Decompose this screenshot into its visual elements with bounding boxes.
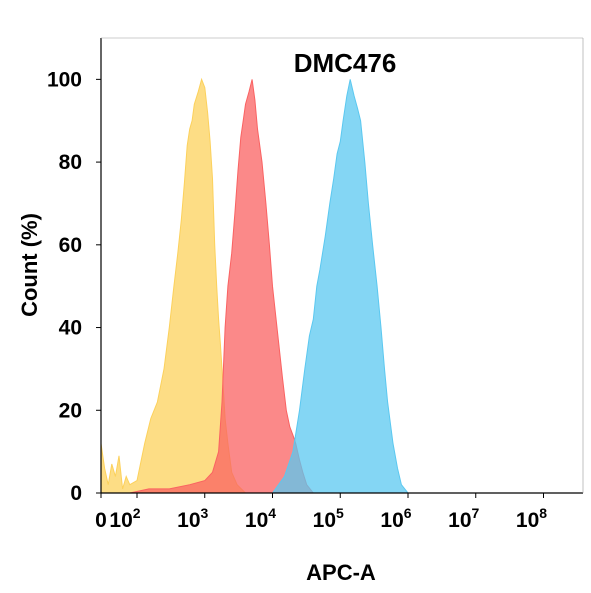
series-layer bbox=[100, 77, 410, 494]
x-tick-label: 106 bbox=[380, 505, 411, 532]
x-tick-label: 104 bbox=[245, 505, 276, 532]
x-tick-label: 107 bbox=[448, 505, 479, 532]
x-axis-title: APC-A bbox=[306, 560, 376, 585]
y-tick-label: 20 bbox=[59, 399, 82, 422]
histogram-series-1 bbox=[100, 77, 247, 494]
y-tick-label: 80 bbox=[59, 151, 82, 174]
y-tick-label: 100 bbox=[47, 68, 82, 91]
x-tick-label: 102 bbox=[109, 505, 140, 532]
y-axis-title: Count (%) bbox=[17, 213, 42, 317]
y-tick-label: 0 bbox=[70, 482, 82, 505]
x-tick-label: 108 bbox=[516, 505, 547, 532]
x-tick-label: 105 bbox=[313, 505, 344, 532]
histogram-series-3 bbox=[271, 79, 410, 494]
y-tick-label: 60 bbox=[59, 234, 82, 257]
x-tick-label: 0 bbox=[95, 509, 107, 532]
chart-title: DMC476 bbox=[294, 48, 397, 78]
histogram-series-2 bbox=[129, 79, 315, 494]
y-tick-label: 40 bbox=[59, 317, 82, 340]
x-tick-label: 103 bbox=[177, 505, 208, 532]
